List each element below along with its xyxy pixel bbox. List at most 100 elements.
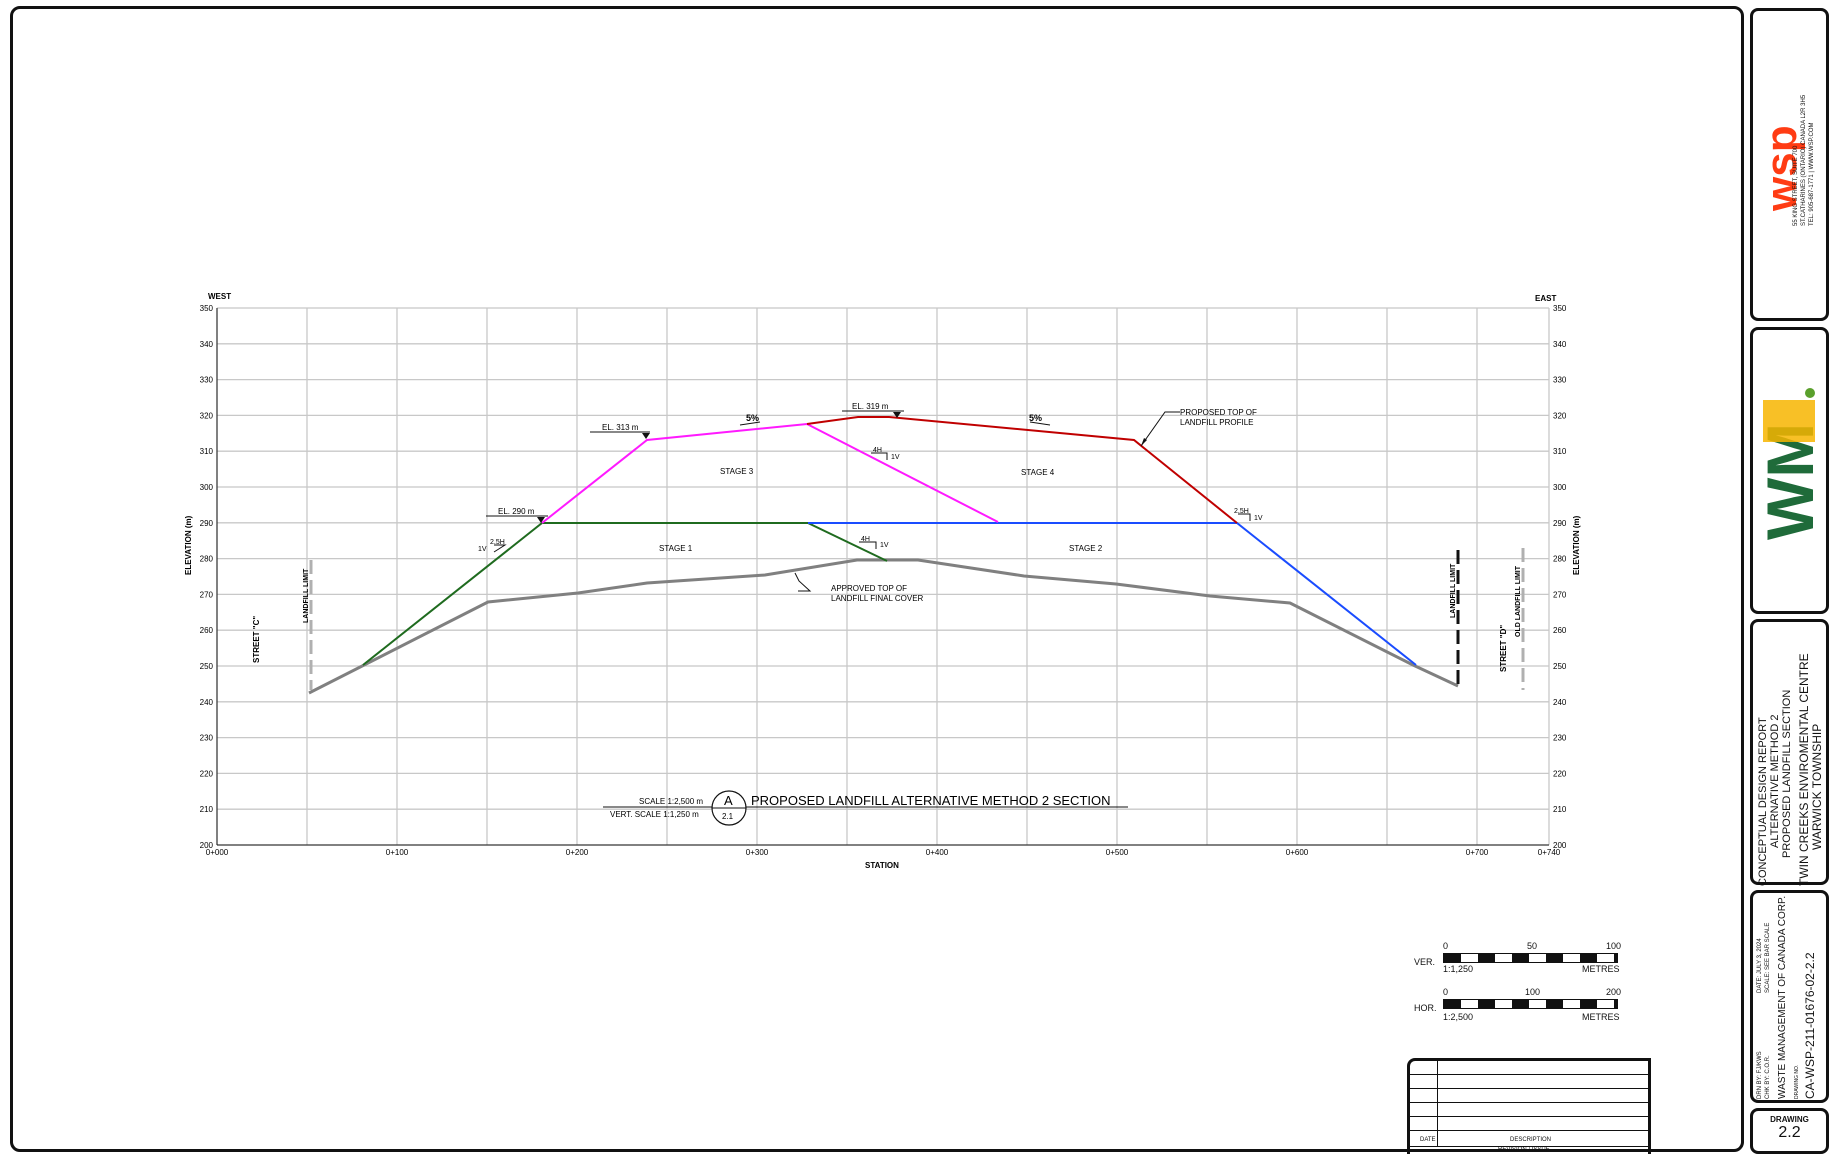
x-tick-label: 0+300 — [746, 848, 769, 857]
ver-bar — [1443, 953, 1618, 963]
x-tick-label: 0+740 — [1538, 848, 1561, 857]
y-tick-label-right: 250 — [1553, 662, 1567, 671]
stage4-label: STAGE 4 — [1021, 468, 1055, 477]
el-313-label: EL. 313 m — [602, 423, 639, 432]
y-tick-label-left: 220 — [200, 769, 214, 778]
el-313-marker: EL. 313 m — [590, 423, 650, 439]
drawing-border — [10, 6, 1744, 1152]
drawing-no: CA-WSP-211-01676-02-2.2 — [1803, 952, 1817, 1099]
project-info-block: DRN BY: FJ/KWS CHK BY: C.O.R. DATE: JULY… — [1750, 890, 1829, 1103]
slope-1v-right: 1V — [1254, 515, 1263, 522]
client-name: WASTE MANAGEMENT OF CANADA CORP. — [1777, 895, 1788, 1099]
y-tick-label-right: 280 — [1553, 555, 1567, 564]
el-290-marker: EL. 290 m — [486, 507, 548, 523]
wsp-block: wsp 55 KING STREET, SUITE 700 ST.CATHARI… — [1750, 8, 1829, 321]
x-tick-label: 0+400 — [926, 848, 949, 857]
hor-label: HOR. — [1414, 1003, 1437, 1013]
rev-date-header: DATE — [1420, 1137, 1436, 1143]
y-tick-label-right: 270 — [1553, 590, 1567, 599]
wsp-address-2: ST.CATHARINES (ONTARIO) CANADA L2R 3H5 — [1801, 94, 1807, 226]
drn-by: DRN BY: FJ/KWS — [1757, 1051, 1763, 1099]
proposed-top-leader — [1140, 411, 1180, 447]
west-label: WEST — [208, 292, 231, 301]
wsp-address-1: 55 KING STREET, SUITE 700 — [1793, 145, 1799, 226]
title-text-block: CONCEPTUAL DESIGN REPORT ALTERNATIVE MET… — [1750, 619, 1829, 886]
x-ticks: 0+000 0+100 0+200 0+300 0+400 0+500 0+600 0+700… — [206, 848, 1561, 857]
slope-1v-left: 1V — [478, 546, 487, 553]
y-tick-label-left: 230 — [200, 734, 214, 743]
stage1-outline — [362, 522, 888, 666]
date: DATE: JULY 3, 2024 — [1757, 938, 1763, 993]
section-title: PROPOSED LANDFILL ALTERNATIVE METHOD 2 S… — [751, 793, 1111, 808]
old-landfill-limit-label: OLD LANDFILL LIMIT — [1515, 565, 1522, 637]
wm-block: WM — [1750, 327, 1829, 614]
rev-description-header: DESCRIPTION — [1510, 1137, 1552, 1143]
approved-top-leader — [794, 572, 812, 592]
wsp-address-3: TEL: 905-687-1771 | WWW.WSP.COM — [1809, 122, 1815, 226]
slope-1v-mid: 1V — [880, 542, 889, 549]
slope-4h-top: 4H — [873, 447, 882, 454]
rev-footer: REVISION / ISSUE — [1498, 1147, 1550, 1153]
ver-tick-100: 100 — [1606, 941, 1622, 951]
y-tick-label-right: 260 — [1553, 626, 1567, 635]
landfill-limit-left-label: LANDFILL LIMIT — [303, 568, 310, 623]
vertical-scale-bar: 0 50 100 VER. 1:1,250 METRES — [1414, 941, 1624, 987]
y-tick-label-right: 290 — [1553, 519, 1567, 528]
section-scale-h: SCALE 1:2,500 m — [639, 797, 703, 806]
y-axis-label-left: ELEVATION (m) — [184, 515, 193, 575]
slope-2-5h-right: 2.5H — [1234, 508, 1249, 515]
y-tick-label-left: 240 — [200, 698, 214, 707]
x-axis-label: STATION — [865, 861, 899, 870]
ver-label: VER. — [1414, 957, 1436, 967]
y-tick-label-right: 340 — [1553, 340, 1567, 349]
title-line-3: PROPOSED LANDFILL SECTION — [1781, 689, 1793, 858]
hor-tick-0: 0 — [1443, 987, 1449, 997]
stage2-label: STAGE 2 — [1069, 544, 1103, 553]
chk-by: CHK BY: C.O.R. — [1765, 1055, 1771, 1099]
x-tick-label: 0+500 — [1106, 848, 1129, 857]
y-tick-label-left: 330 — [200, 376, 214, 385]
existing-ground-line — [308, 558, 1459, 695]
x-tick-label: 0+100 — [386, 848, 409, 857]
y-tick-label-right: 300 — [1553, 483, 1567, 492]
proposed-top-label-1: PROPOSED TOP OF — [1180, 408, 1257, 417]
street-d-label: STREET "D" — [1499, 625, 1508, 672]
y-tick-label-right: 350 — [1553, 304, 1567, 313]
y-tick-label-right: 240 — [1553, 698, 1567, 707]
stage1-label: STAGE 1 — [659, 544, 693, 553]
section-title-block: A 2.1 SCALE 1:2,500 m VERT. SCALE 1:1,25… — [603, 790, 1128, 826]
y-ticks-right: 350 340 330 320 310 300 290 280 270 260 250 240 230 2… — [1553, 304, 1567, 850]
y-ticks-left: 350 340 330 320 310 300 290 280 270 260 250 240 230 2… — [200, 304, 214, 850]
y-tick-label-left: 290 — [200, 519, 214, 528]
y-tick-label-right: 230 — [1553, 734, 1567, 743]
landfill-limit-right-label: LANDFILL LIMIT — [1450, 563, 1457, 618]
x-tick-label: 0+700 — [1466, 848, 1489, 857]
title-line-4: TWIN CREEKS ENVIROMENTAL CENTRE — [1797, 653, 1811, 886]
x-tick-label: 0+200 — [566, 848, 589, 857]
slope-1v-top: 1V — [891, 454, 900, 461]
stage4-outline — [806, 416, 1238, 524]
ver-tick-0: 0 — [1443, 941, 1449, 951]
x-tick-label: 0+600 — [1286, 848, 1309, 857]
title-line-1: CONCEPTUAL DESIGN REPORT — [1757, 717, 1769, 886]
wm-logo-text: WM — [1753, 423, 1826, 540]
el-319-marker: EL. 319 m — [842, 402, 904, 418]
y-tick-label-left: 210 — [200, 805, 214, 814]
ver-units: METRES — [1582, 964, 1620, 974]
y-tick-label-left: 280 — [200, 555, 214, 564]
title-line-5: WARWICK TOWNSHIP — [1810, 723, 1824, 850]
ver-ratio: 1:1,250 — [1443, 964, 1474, 974]
y-axis-label-right: ELEVATION (m) — [1572, 515, 1581, 575]
wsp-logo: wsp — [1757, 125, 1806, 211]
y-tick-label-left: 340 — [200, 340, 214, 349]
scale: SCALE: SEE BAR SCALE — [1765, 922, 1771, 993]
approved-top-label-2: LANDFILL FINAL COVER — [831, 594, 924, 603]
hor-tick-200: 200 — [1606, 987, 1622, 997]
hor-ratio: 1:2,500 — [1443, 1012, 1474, 1022]
street-c-label: STREET "C" — [252, 616, 261, 663]
y-tick-label-right: 310 — [1553, 447, 1567, 456]
y-tick-label-right: 330 — [1553, 376, 1567, 385]
el-290-label: EL. 290 m — [498, 507, 535, 516]
y-tick-label-left: 300 — [200, 483, 214, 492]
